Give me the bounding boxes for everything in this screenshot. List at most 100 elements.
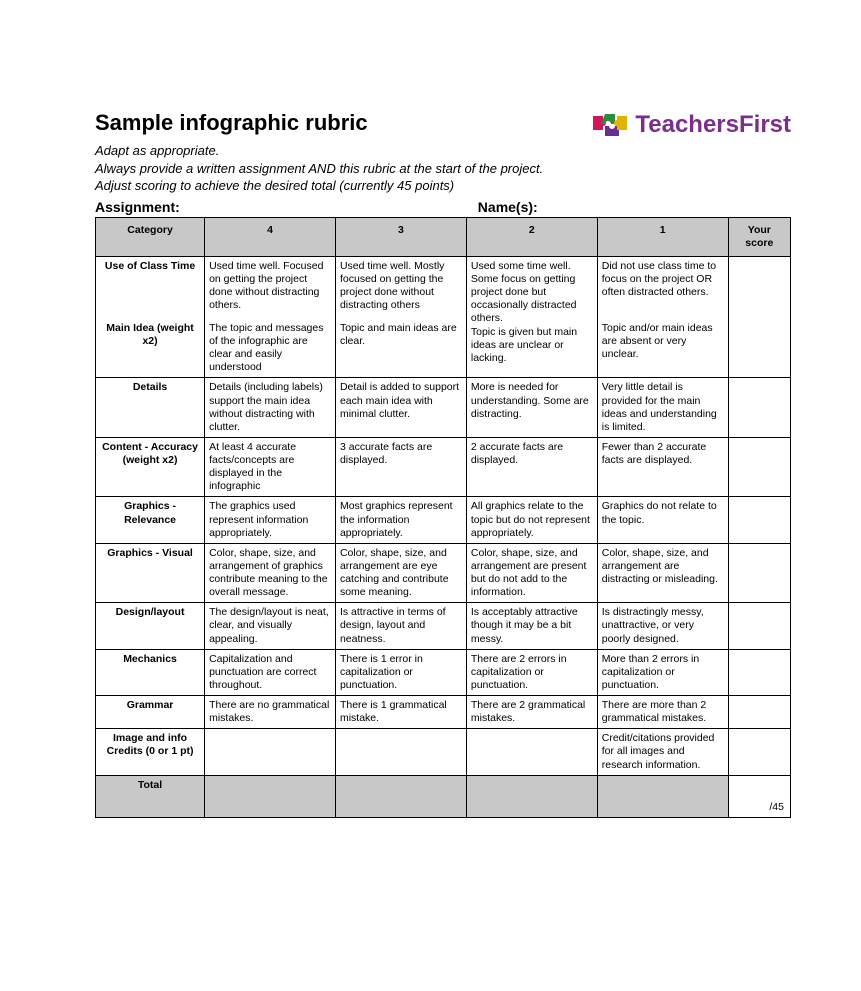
logo-text: TeachersFirst [635,111,791,139]
cell-text: Used time well. Focused on getting the p… [209,260,331,322]
level-cell: There are 2 grammatical mistakes. [466,696,597,729]
category-label: Main Idea (weight x2) [100,322,200,348]
cell-text: Used time well. Mostly focused on gettin… [340,260,462,322]
category-cell: Image and info Credits (0 or 1 pt) [96,729,205,775]
total-empty-cell [205,775,336,817]
total-row: Total/45 [96,775,791,817]
assignment-label: Assignment: [95,199,478,215]
total-empty-cell [466,775,597,817]
level-cell: There are no grammatical mistakes. [205,696,336,729]
level-cell: Color, shape, size, and arrangement of g… [205,543,336,603]
level-cell: More than 2 errors in capitalization or … [597,649,728,695]
total-empty-cell [335,775,466,817]
category-cell: Use of Class TimeMain Idea (weight x2) [96,256,205,378]
cell-text: Did not use class time to focus on the p… [602,260,724,322]
total-score: /45 [728,775,790,817]
level-cell: All graphics relate to the topic but do … [466,497,597,543]
category-label: Graphics - Relevance [100,500,200,526]
score-cell [728,256,790,378]
level-cell: Graphics do not relate to the topic. [597,497,728,543]
level-cell: There is 1 error in capitalization or pu… [335,649,466,695]
subtitle-line: Always provide a written assignment AND … [95,160,791,178]
category-cell: Details [96,378,205,438]
table-row: Image and info Credits (0 or 1 pt) Credit… [96,729,791,775]
level-cell: Very little detail is provided for the m… [597,378,728,438]
level-cell: More is needed for understanding. Some a… [466,378,597,438]
category-cell: Grammar [96,696,205,729]
table-header-row: Category 4 3 2 1 Your score [96,217,791,256]
puzzle-icon [587,110,631,140]
col-2: 2 [466,217,597,256]
category-label: Grammar [100,699,200,712]
score-cell [728,543,790,603]
table-row: Content - Accuracy (weight x2)At least 4… [96,437,791,497]
level-cell: 2 accurate facts are displayed. [466,437,597,497]
fields-row: Assignment: Name(s): [95,199,791,215]
table-row: Graphics - Visual Color, shape, size, and… [96,543,791,603]
teachersfirst-logo: TeachersFirst [587,110,791,140]
category-label: Image and info Credits (0 or 1 pt) [100,732,200,758]
level-cell: The design/layout is neat, clear, and vi… [205,603,336,649]
level-cell: Credit/citations provided for all images… [597,729,728,775]
score-cell [728,437,790,497]
table-row: Use of Class TimeMain Idea (weight x2)Us… [96,256,791,378]
level-cell: Is distractingly messy, unattractive, or… [597,603,728,649]
level-cell: At least 4 accurate facts/concepts are d… [205,437,336,497]
cell-text: Topic and/or main ideas are absent or ve… [602,322,724,361]
col-score: Your score [728,217,790,256]
level-cell: The graphics used represent information … [205,497,336,543]
title-block: Sample infographic rubric [95,110,368,136]
cell-text: Topic is given but main ideas are unclea… [471,326,593,365]
category-cell: Mechanics [96,649,205,695]
col-3: 3 [335,217,466,256]
level-cell: Fewer than 2 accurate facts are displaye… [597,437,728,497]
score-cell [728,603,790,649]
level-cell: Detail is added to support each main ide… [335,378,466,438]
level-cell: Is acceptably attractive though it may b… [466,603,597,649]
level-cell: Used some time well. Some focus on getti… [466,256,597,378]
subtitle-line: Adapt as appropriate. [95,142,791,160]
level-cell: Details (including labels) support the m… [205,378,336,438]
level-cell: There are 2 errors in capitalization or … [466,649,597,695]
level-cell: Color, shape, size, and arrangement are … [597,543,728,603]
category-cell: Content - Accuracy (weight x2) [96,437,205,497]
category-label: Graphics - Visual [100,547,200,560]
header-row: Sample infographic rubric TeachersFirst [95,110,791,140]
page-title: Sample infographic rubric [95,110,368,136]
score-cell [728,729,790,775]
level-cell: Color, shape, size, and arrangement are … [335,543,466,603]
category-label: Use of Class Time [100,260,200,322]
document-page: Sample infographic rubric TeachersFirst … [0,0,861,878]
total-empty-cell [597,775,728,817]
level-cell: Capitalization and punctuation are corre… [205,649,336,695]
score-cell [728,649,790,695]
level-cell [466,729,597,775]
rubric-table: Category 4 3 2 1 Your score Use of Class… [95,217,791,818]
category-label: Content - Accuracy (weight x2) [100,441,200,467]
category-cell: Design/layout [96,603,205,649]
cell-text: Used some time well. Some focus on getti… [471,260,593,326]
col-4: 4 [205,217,336,256]
level-cell: There are more than 2 grammatical mistak… [597,696,728,729]
cell-text: Topic and main ideas are clear. [340,322,462,348]
table-row: Details Details (including labels) suppor… [96,378,791,438]
category-label: Design/layout [100,606,200,619]
score-cell [728,378,790,438]
table-row: MechanicsCapitalization and punctuation … [96,649,791,695]
table-row: Graphics - RelevanceThe graphics used re… [96,497,791,543]
level-cell: Is attractive in terms of design, layout… [335,603,466,649]
level-cell: Used time well. Mostly focused on gettin… [335,256,466,378]
category-label: Details [100,381,200,394]
level-cell: 3 accurate facts are displayed. [335,437,466,497]
subtitle-line: Adjust scoring to achieve the desired to… [95,177,791,195]
score-cell [728,696,790,729]
total-label: Total [96,775,205,817]
category-cell: Graphics - Visual [96,543,205,603]
names-label: Name(s): [478,199,791,215]
col-1: 1 [597,217,728,256]
subtitle-block: Adapt as appropriate. Always provide a w… [95,142,791,195]
level-cell: Color, shape, size, and arrangement are … [466,543,597,603]
level-cell: Did not use class time to focus on the p… [597,256,728,378]
level-cell: Most graphics represent the information … [335,497,466,543]
level-cell: Used time well. Focused on getting the p… [205,256,336,378]
